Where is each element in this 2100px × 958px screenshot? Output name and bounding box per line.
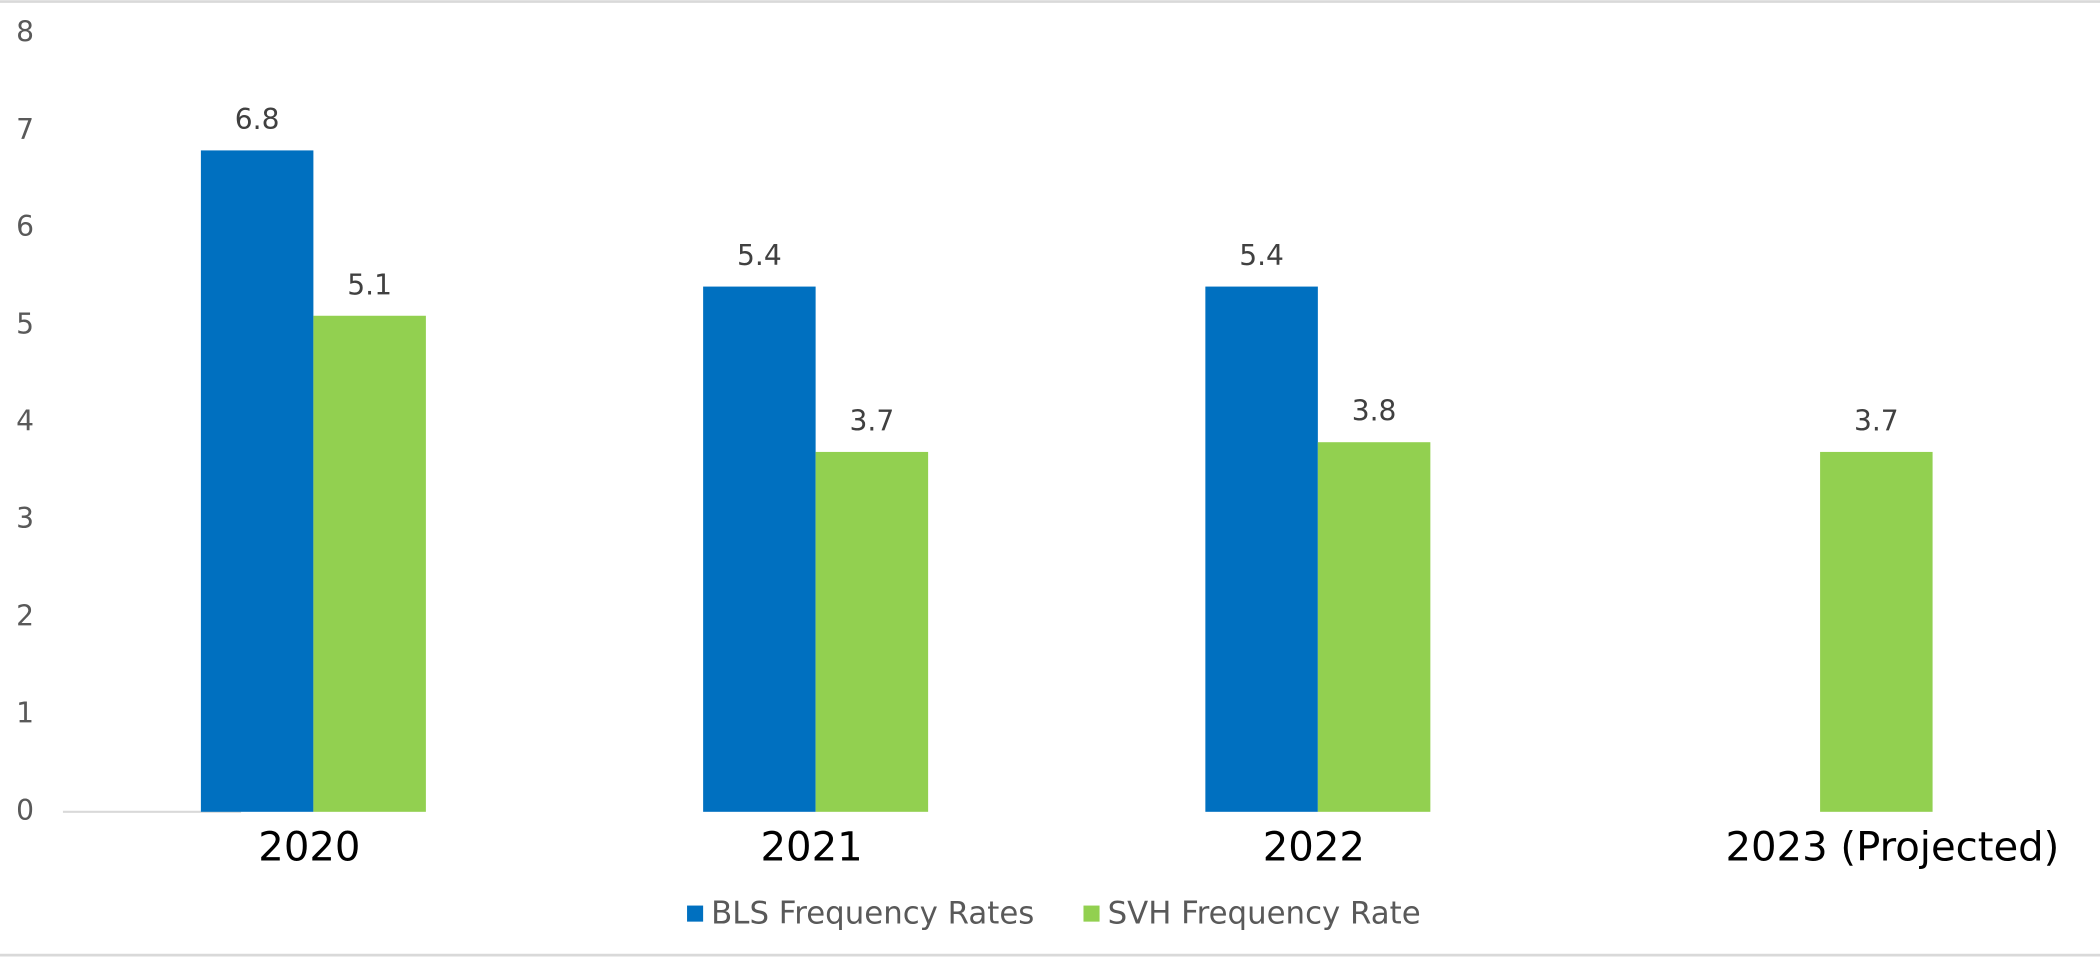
bar — [313, 315, 426, 812]
bar — [1317, 442, 1431, 812]
legend-swatch — [687, 905, 704, 922]
bar — [703, 286, 816, 812]
data-label: 3.8 — [1352, 395, 1397, 428]
legend-label: BLS Frequency Rates — [711, 895, 1034, 931]
legend-swatch — [1083, 905, 1100, 922]
x-tick-label: 2021 — [761, 824, 863, 870]
y-tick-label: 7 — [16, 113, 34, 146]
y-tick-label: 1 — [16, 697, 34, 730]
y-tick-label: 5 — [16, 307, 34, 340]
data-label: 5.1 — [347, 268, 392, 301]
y-tick-label: 4 — [16, 405, 34, 438]
data-label: 3.7 — [1854, 404, 1899, 437]
x-tick-label: 2023 (Projected) — [1725, 824, 2059, 870]
y-tick-label: 6 — [16, 210, 34, 243]
data-label: 6.8 — [235, 103, 280, 136]
legend-label: SVH Frequency Rate — [1108, 895, 1421, 931]
data-label: 5.4 — [1239, 239, 1284, 272]
data-label: 5.4 — [737, 239, 782, 272]
data-label: 3.7 — [850, 404, 895, 437]
y-tick-label: 2 — [16, 599, 34, 632]
y-tick-label: 0 — [16, 794, 34, 827]
bar — [1205, 286, 1318, 812]
bar — [200, 150, 314, 812]
bar — [815, 451, 929, 812]
y-tick-label: 3 — [16, 502, 34, 535]
x-tick-label: 2022 — [1263, 824, 1365, 870]
bar — [1820, 451, 1933, 812]
x-tick-label: 2020 — [258, 824, 360, 870]
y-tick-label: 8 — [16, 16, 34, 49]
